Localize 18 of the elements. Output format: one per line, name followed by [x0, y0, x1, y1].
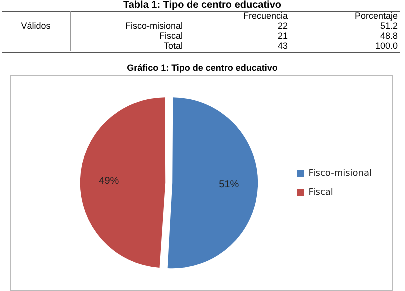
- text: 100.0: [374, 41, 398, 51]
- text: 21: [276, 31, 288, 41]
- data-label: 49%: [99, 176, 120, 188]
- text: Tabla 1: Tipo de centro educativo: [122, 0, 282, 11]
- legend-label: Fiscal: [308, 188, 334, 198]
- text: Frecuencia: [242, 11, 288, 21]
- text: 22: [276, 21, 288, 31]
- text: Porcentaje: [354, 11, 398, 21]
- text: 43: [276, 41, 288, 51]
- text: 51.2: [379, 21, 398, 31]
- text: Válidos: [20, 21, 52, 31]
- data-label: 51%: [219, 179, 240, 190]
- text: 48.8: [379, 31, 398, 41]
- text: Fiscal: [158, 31, 183, 41]
- legend-label: Fisco-misional: [308, 168, 372, 179]
- chart-title: Gráfico 1: Tipo de centro educativo: [126, 63, 279, 73]
- text: Fisco-misional: [124, 21, 183, 31]
- text: Total: [162, 41, 183, 51]
